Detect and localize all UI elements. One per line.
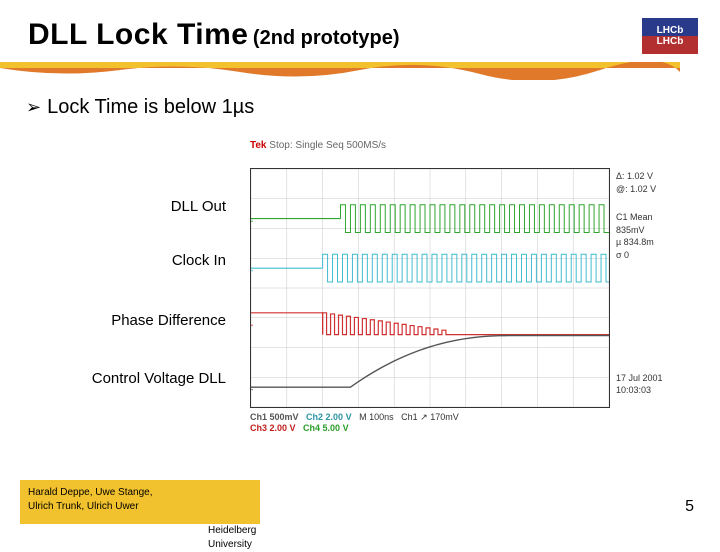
scope-trigger: Ch1 ↗ 170mV bbox=[401, 412, 459, 422]
title-underline bbox=[0, 62, 680, 80]
bullet-text: Lock Time is below 1µs bbox=[47, 96, 254, 119]
scope-c1mean: C1 Mean bbox=[616, 211, 663, 224]
university: Heidelberg University bbox=[208, 524, 256, 552]
page-number: 5 bbox=[685, 498, 694, 516]
scope-measurements: Δ: 1.02 V @: 1.02 V C1 Mean 835mV µ 834.… bbox=[616, 170, 663, 397]
page-title: DLL Lock Time bbox=[28, 18, 248, 51]
bullet-lock-time: ➢ Lock Time is below 1µs bbox=[26, 96, 254, 119]
label-dll-out: DLL Out bbox=[36, 198, 226, 215]
oscilloscope-screenshot: Tek Stop: Single Seq 500MS/s 2→ 4→ 3→ 1→ Δ:… bbox=[250, 140, 670, 440]
footer-authors: Harald Deppe, Uwe Stange, Ulrich Trunk, … bbox=[20, 480, 260, 524]
scope-plot: 2→ 4→ 3→ 1→ bbox=[250, 168, 610, 408]
scope-c1val: 835mV bbox=[616, 224, 663, 237]
svg-text:2→: 2→ bbox=[250, 215, 255, 225]
scope-ch1: Ch1 500mV bbox=[250, 412, 299, 422]
label-clock-in: Clock In bbox=[36, 252, 226, 269]
scope-mu: µ 834.8m bbox=[616, 236, 663, 249]
svg-text:1→: 1→ bbox=[250, 383, 255, 393]
scope-time: 10:03:03 bbox=[616, 384, 663, 397]
label-phase-diff: Phase Difference bbox=[36, 312, 226, 329]
scope-date: 17 Jul 2001 bbox=[616, 372, 663, 385]
scope-at: @: 1.02 V bbox=[616, 183, 663, 196]
scope-header: Tek Stop: Single Seq 500MS/s bbox=[250, 140, 386, 151]
scope-channel-info: Ch1 500mV Ch2 2.00 V M 100ns Ch1 ↗ 170mV… bbox=[250, 412, 670, 433]
scope-ch2: Ch2 2.00 V bbox=[306, 412, 352, 422]
page-subtitle: (2nd prototype) bbox=[253, 27, 400, 49]
scope-sigma: σ 0 bbox=[616, 249, 663, 262]
scope-ch3: Ch3 2.00 V bbox=[250, 423, 296, 433]
svg-text:3→: 3→ bbox=[250, 319, 255, 329]
svg-text:4→: 4→ bbox=[250, 264, 255, 274]
authors-line1: Harald Deppe, Uwe Stange, bbox=[28, 486, 252, 500]
scope-timebase: M 100ns bbox=[359, 412, 394, 422]
logo-text-bottom: LHCb bbox=[657, 36, 684, 47]
authors-line2: Ulrich Trunk, Ulrich Uwer bbox=[28, 501, 139, 512]
lhcb-logo: LHCb LHCb bbox=[642, 18, 698, 54]
scope-ch4: Ch4 5.00 V bbox=[303, 423, 349, 433]
scope-mode: Stop: Single Seq 500MS/s bbox=[269, 140, 386, 151]
scope-delta: Δ: 1.02 V bbox=[616, 170, 663, 183]
tek-label: Tek bbox=[250, 140, 267, 151]
bullet-marker-icon: ➢ bbox=[26, 97, 41, 118]
logo-text-top: LHCb bbox=[657, 25, 684, 36]
label-ctrl-volt: Control Voltage DLL bbox=[6, 370, 226, 387]
